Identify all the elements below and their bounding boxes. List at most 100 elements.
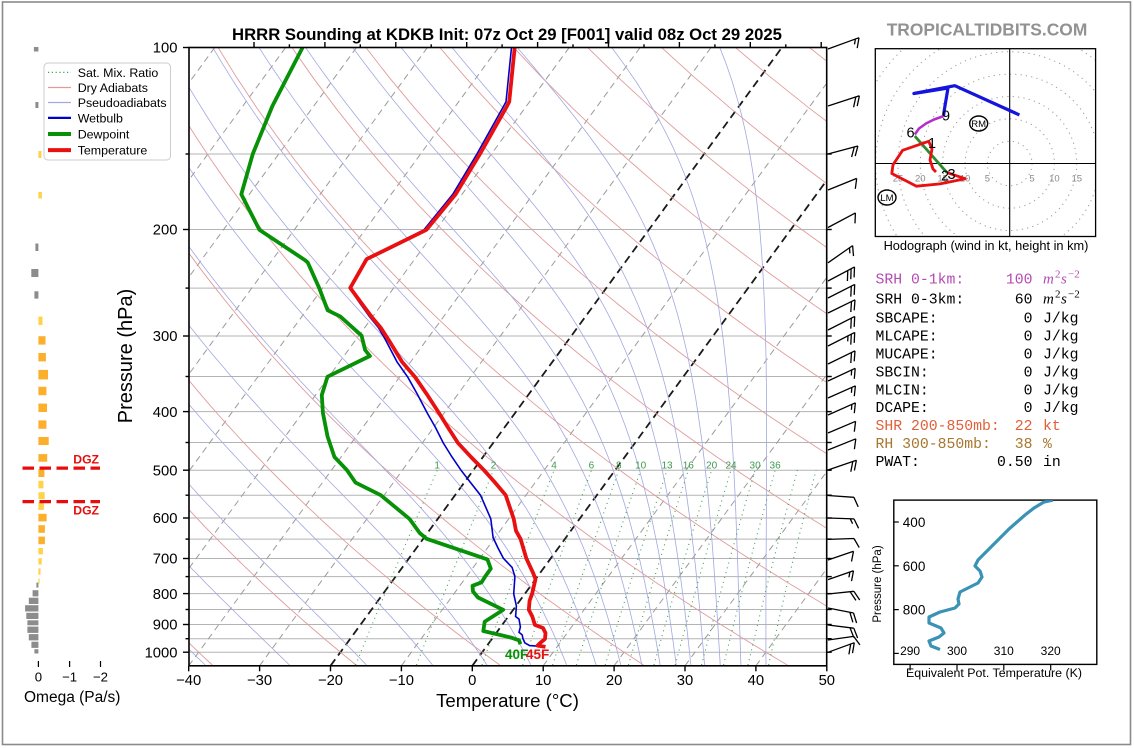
svg-text:DCAPE:: DCAPE: bbox=[876, 401, 929, 417]
svg-text:J/kg: J/kg bbox=[1043, 366, 1079, 382]
svg-text:MUCAPE:: MUCAPE: bbox=[876, 348, 938, 364]
svg-text:−1: −1 bbox=[62, 670, 77, 685]
svg-text:Pseudoadiabats: Pseudoadiabats bbox=[78, 96, 167, 110]
svg-text:0: 0 bbox=[1024, 330, 1033, 346]
svg-text:Equivalent Pot. Temperature (K: Equivalent Pot. Temperature (K) bbox=[906, 666, 1082, 680]
svg-text:DGZ: DGZ bbox=[73, 453, 99, 467]
svg-text:−2: −2 bbox=[1068, 289, 1080, 301]
svg-text:Wetbulb: Wetbulb bbox=[78, 111, 123, 125]
svg-text:8: 8 bbox=[616, 461, 622, 472]
svg-text:300: 300 bbox=[153, 329, 178, 345]
svg-text:22: 22 bbox=[1015, 419, 1033, 435]
svg-text:m: m bbox=[1043, 292, 1054, 308]
svg-text:J/kg: J/kg bbox=[1043, 348, 1079, 364]
svg-text:Temperature: Temperature bbox=[78, 144, 148, 158]
svg-text:−10: −10 bbox=[389, 673, 414, 689]
svg-text:−2: −2 bbox=[93, 670, 108, 685]
svg-text:0: 0 bbox=[1024, 401, 1033, 417]
svg-text:Sat. Mix. Ratio: Sat. Mix. Ratio bbox=[78, 66, 159, 80]
svg-text:0: 0 bbox=[1024, 312, 1033, 328]
svg-text:500: 500 bbox=[153, 463, 178, 479]
svg-text:400: 400 bbox=[153, 405, 178, 421]
svg-text:m: m bbox=[1043, 271, 1054, 287]
svg-text:20: 20 bbox=[915, 174, 926, 185]
svg-text:MLCIN:: MLCIN: bbox=[876, 384, 929, 400]
svg-text:310: 310 bbox=[994, 644, 1014, 658]
svg-text:Omega (Pa/s): Omega (Pa/s) bbox=[24, 689, 120, 706]
svg-text:4: 4 bbox=[551, 461, 557, 472]
svg-text:−2: −2 bbox=[1068, 268, 1080, 280]
svg-text:SRH 0-3km:: SRH 0-3km: bbox=[876, 293, 965, 309]
svg-text:Dewpoint: Dewpoint bbox=[78, 127, 130, 141]
svg-text:0: 0 bbox=[468, 673, 476, 689]
svg-text:10: 10 bbox=[1049, 174, 1060, 185]
svg-text:in: in bbox=[1043, 455, 1061, 471]
svg-text:100: 100 bbox=[153, 41, 178, 57]
svg-text:10: 10 bbox=[635, 461, 647, 472]
svg-text:LM: LM bbox=[880, 193, 893, 204]
svg-text:40F: 40F bbox=[505, 647, 528, 662]
svg-text:0: 0 bbox=[1024, 366, 1033, 382]
svg-text:290: 290 bbox=[900, 644, 920, 658]
svg-text:SBCIN:: SBCIN: bbox=[876, 366, 929, 382]
svg-text:J/kg: J/kg bbox=[1043, 401, 1079, 417]
svg-text:PWAT:: PWAT: bbox=[876, 455, 920, 471]
svg-text:−30: −30 bbox=[247, 673, 272, 689]
svg-text:MLCAPE:: MLCAPE: bbox=[876, 330, 938, 346]
svg-text:Hodograph (wind in kt, height: Hodograph (wind in kt, height in km) bbox=[884, 238, 1089, 253]
svg-text:2: 2 bbox=[941, 169, 949, 185]
svg-text:700: 700 bbox=[153, 552, 178, 568]
svg-text:5: 5 bbox=[985, 174, 990, 185]
svg-text:25: 25 bbox=[893, 174, 904, 185]
svg-text:16: 16 bbox=[683, 461, 695, 472]
svg-text:6: 6 bbox=[589, 461, 595, 472]
svg-text:300: 300 bbox=[947, 644, 967, 658]
svg-text:45F: 45F bbox=[526, 647, 549, 662]
svg-text:J/kg: J/kg bbox=[1043, 312, 1079, 328]
svg-text:0: 0 bbox=[1024, 348, 1033, 364]
svg-text:20: 20 bbox=[606, 673, 622, 689]
svg-text:30: 30 bbox=[750, 461, 762, 472]
svg-text:20: 20 bbox=[706, 461, 718, 472]
svg-text:%: % bbox=[1043, 437, 1052, 453]
svg-text:60: 60 bbox=[1015, 293, 1033, 309]
svg-text:3: 3 bbox=[947, 167, 955, 183]
svg-text:kt: kt bbox=[1043, 419, 1061, 435]
svg-text:9: 9 bbox=[942, 109, 950, 125]
svg-text:5: 5 bbox=[1029, 174, 1034, 185]
svg-text:800: 800 bbox=[153, 587, 178, 603]
svg-text:1: 1 bbox=[434, 461, 440, 472]
svg-text:Pressure (hPa): Pressure (hPa) bbox=[115, 289, 137, 424]
svg-text:0: 0 bbox=[1024, 384, 1033, 400]
svg-text:13: 13 bbox=[661, 461, 673, 472]
svg-text:1: 1 bbox=[928, 136, 936, 152]
svg-text:600: 600 bbox=[153, 511, 178, 527]
svg-text:−40: −40 bbox=[176, 673, 201, 689]
svg-text:24: 24 bbox=[725, 461, 737, 472]
svg-text:SRH 0-1km:: SRH 0-1km: bbox=[876, 272, 965, 288]
svg-text:2: 2 bbox=[491, 461, 497, 472]
svg-text:SBCAPE:: SBCAPE: bbox=[876, 312, 938, 328]
svg-text:0: 0 bbox=[35, 670, 42, 685]
svg-text:400: 400 bbox=[903, 515, 926, 530]
svg-text:15: 15 bbox=[1072, 174, 1083, 185]
svg-text:10: 10 bbox=[535, 673, 551, 689]
svg-text:s: s bbox=[1061, 292, 1067, 308]
svg-text:Dry Adiabats: Dry Adiabats bbox=[78, 81, 148, 95]
svg-text:SHR 200-850mb:: SHR 200-850mb: bbox=[876, 419, 1000, 435]
svg-text:1000: 1000 bbox=[145, 645, 178, 661]
svg-text:40: 40 bbox=[748, 673, 764, 689]
svg-text:TROPICALTIDBITS.COM: TROPICALTIDBITS.COM bbox=[887, 20, 1088, 40]
svg-text:36: 36 bbox=[770, 461, 782, 472]
svg-text:0.50: 0.50 bbox=[997, 455, 1033, 471]
svg-text:50: 50 bbox=[819, 673, 835, 689]
svg-text:Pressure (hPa): Pressure (hPa) bbox=[872, 545, 884, 623]
svg-text:900: 900 bbox=[153, 618, 178, 634]
svg-text:30: 30 bbox=[677, 673, 693, 689]
svg-text:RM: RM bbox=[971, 119, 986, 130]
svg-text:15: 15 bbox=[937, 174, 948, 185]
svg-text:−20: −20 bbox=[318, 673, 343, 689]
svg-text:2: 2 bbox=[1055, 268, 1061, 280]
svg-text:DGZ: DGZ bbox=[73, 504, 99, 518]
svg-text:J/kg: J/kg bbox=[1043, 384, 1079, 400]
